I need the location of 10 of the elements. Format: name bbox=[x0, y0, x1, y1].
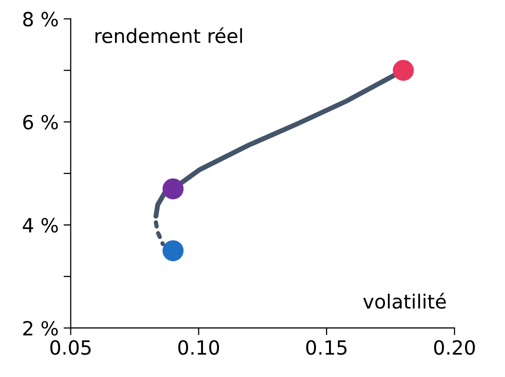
x-tick-label: 0.05 bbox=[50, 340, 91, 355]
x-tick-label: 0.15 bbox=[306, 340, 347, 355]
x-axis-title: volatilité bbox=[363, 292, 446, 309]
y-tick-label: 6 % bbox=[23, 114, 58, 130]
y-tick-label: 4 % bbox=[22, 218, 58, 233]
x-tick-label: 0.20 bbox=[434, 340, 475, 355]
y-tick-label: 2 % bbox=[23, 320, 58, 336]
y-axis-title: rendement réel bbox=[95, 27, 242, 44]
x-tick-label: 0.10 bbox=[178, 340, 219, 355]
y-tick-label: 8 % bbox=[23, 12, 58, 27]
